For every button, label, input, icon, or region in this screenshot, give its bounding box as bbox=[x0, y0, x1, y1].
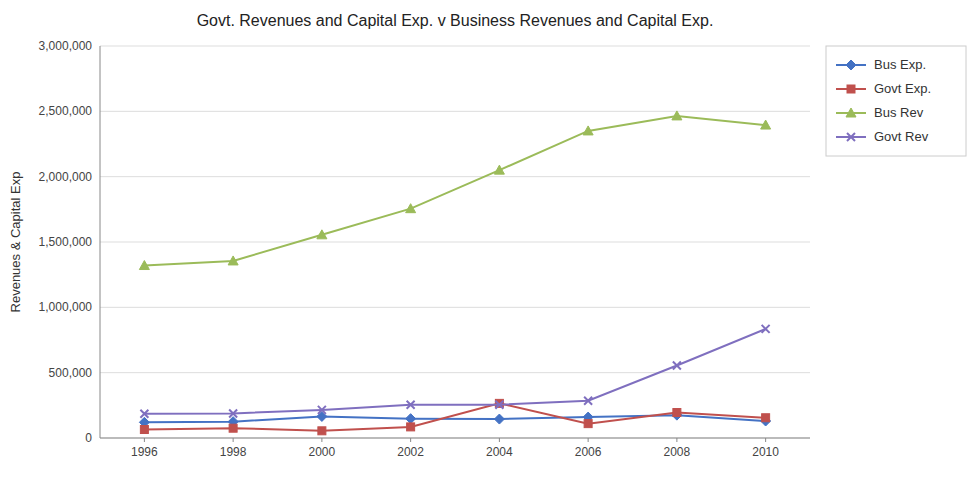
point bbox=[407, 401, 415, 409]
x-tick bbox=[410, 438, 411, 442]
point bbox=[406, 414, 416, 424]
y-axis-label: Revenues & Capital Exp bbox=[8, 172, 23, 313]
y-tick-label: 1,000,000 bbox=[39, 300, 93, 314]
x-tick bbox=[233, 438, 234, 442]
grid-line bbox=[100, 46, 810, 47]
grid-line bbox=[100, 438, 810, 439]
point bbox=[407, 423, 415, 431]
point bbox=[673, 361, 681, 369]
chart: Govt. Revenues and Capital Exp. v Busine… bbox=[0, 0, 977, 483]
x-tick bbox=[499, 438, 500, 442]
x-tick-label: 2002 bbox=[397, 445, 424, 459]
point bbox=[318, 406, 326, 414]
x-tick-label: 2004 bbox=[486, 445, 513, 459]
grid-line bbox=[100, 372, 810, 373]
point bbox=[229, 409, 237, 417]
point bbox=[318, 427, 326, 435]
y-tick-label: 0 bbox=[85, 431, 92, 445]
point bbox=[317, 230, 327, 239]
point bbox=[494, 414, 504, 424]
x-axis bbox=[100, 438, 810, 439]
x-tick-label: 2006 bbox=[575, 445, 602, 459]
legend: Bus Exp. Govt Exp. Bus Rev Govt Rev bbox=[826, 46, 966, 156]
x-tick-label: 1996 bbox=[131, 445, 158, 459]
legend-marker bbox=[847, 85, 855, 93]
x-tick bbox=[321, 438, 322, 442]
y-tick-label: 3,000,000 bbox=[39, 39, 93, 53]
point bbox=[140, 426, 148, 434]
y-tick-label: 2,500,000 bbox=[39, 104, 93, 118]
point bbox=[761, 120, 771, 129]
plot-area bbox=[139, 111, 770, 435]
x-tick-label: 1998 bbox=[220, 445, 247, 459]
point bbox=[229, 424, 237, 432]
point bbox=[673, 409, 681, 417]
y-axis bbox=[100, 46, 101, 438]
point bbox=[762, 325, 770, 333]
x-tick bbox=[144, 438, 145, 442]
legend-marker bbox=[847, 133, 855, 141]
y-tick-label: 1,500,000 bbox=[39, 235, 93, 249]
series-line bbox=[144, 329, 765, 414]
grid-line bbox=[100, 176, 810, 177]
legend-label: Bus Rev bbox=[874, 105, 924, 120]
point bbox=[495, 401, 503, 409]
point bbox=[762, 414, 770, 422]
point bbox=[406, 204, 416, 213]
legend-marker bbox=[846, 108, 856, 117]
point bbox=[672, 111, 682, 120]
legend-label: Govt Rev bbox=[874, 129, 929, 144]
grid-line bbox=[100, 111, 810, 112]
legend-marker bbox=[846, 60, 856, 70]
point bbox=[584, 397, 592, 405]
x-tick bbox=[588, 438, 589, 442]
series-line bbox=[144, 116, 765, 266]
legend-label: Bus Exp. bbox=[874, 57, 926, 72]
y-tick-label: 2,000,000 bbox=[39, 170, 93, 184]
x-tick-label: 2000 bbox=[309, 445, 336, 459]
point bbox=[228, 256, 238, 265]
point bbox=[139, 261, 149, 270]
x-tick-label: 2008 bbox=[664, 445, 691, 459]
x-tick bbox=[676, 438, 677, 442]
legend-frame bbox=[826, 46, 966, 156]
y-tick-label: 500,000 bbox=[49, 366, 93, 380]
point bbox=[584, 420, 592, 428]
grid-line bbox=[100, 307, 810, 308]
x-tick bbox=[765, 438, 766, 442]
point bbox=[583, 126, 593, 135]
point bbox=[140, 410, 148, 418]
grid-line bbox=[100, 242, 810, 243]
legend-label: Govt Exp. bbox=[874, 81, 931, 96]
title: Govt. Revenues and Capital Exp. v Busine… bbox=[197, 12, 714, 29]
point bbox=[494, 165, 504, 174]
x-tick-label: 2010 bbox=[752, 445, 779, 459]
